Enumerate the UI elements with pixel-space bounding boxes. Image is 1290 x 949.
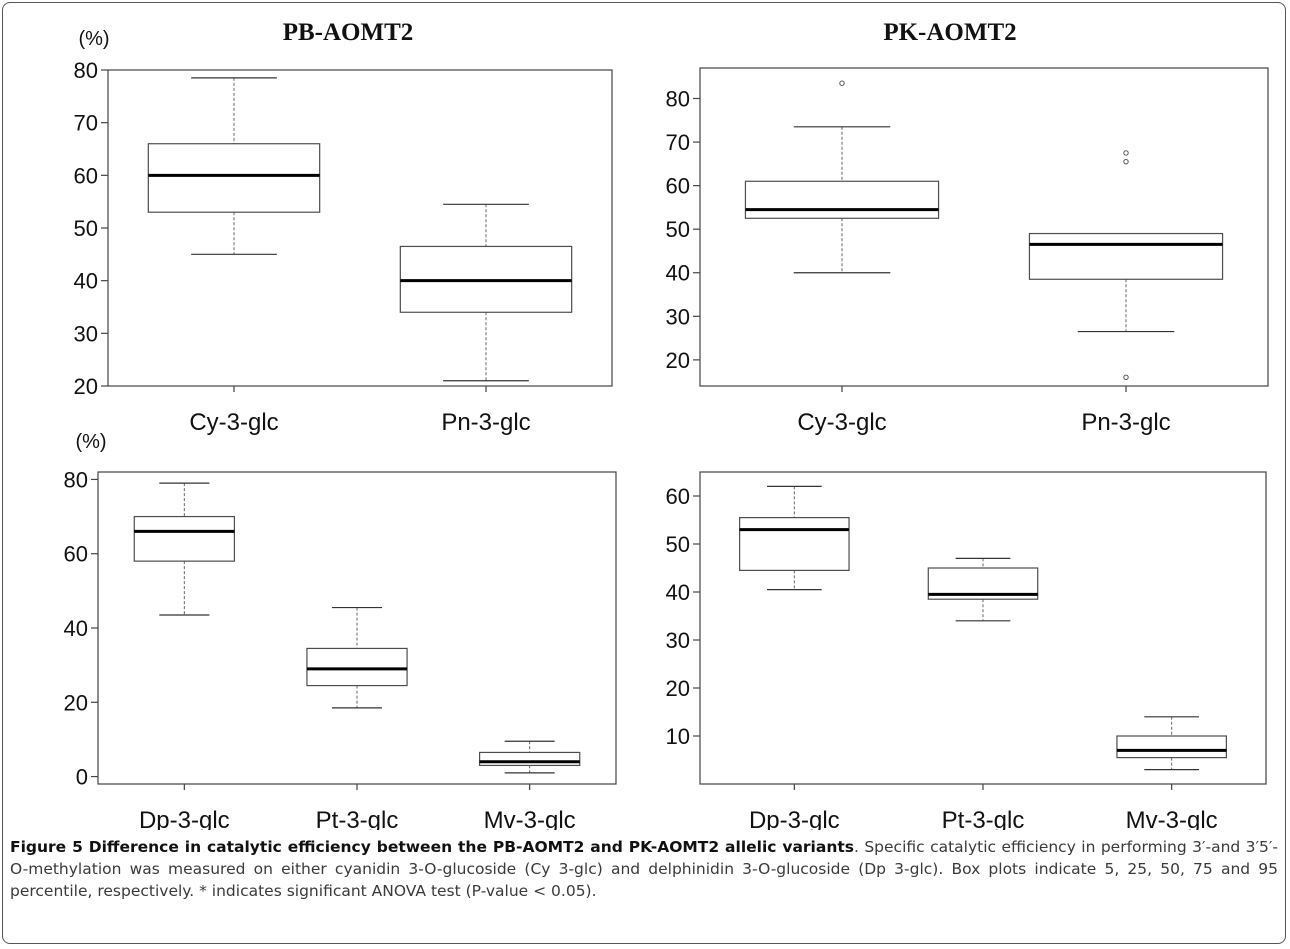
- y-tick-label: 80: [74, 58, 98, 83]
- y-tick-label: 80: [666, 86, 690, 111]
- chart-title: PB-AOMT2: [283, 19, 414, 46]
- category-label: Pn-3-glc: [441, 409, 530, 436]
- y-tick-label: 20: [666, 348, 690, 373]
- iqr-box: [1029, 234, 1222, 280]
- y-tick-label: 60: [64, 542, 88, 567]
- caption-title: Figure 5 Difference in catalytic efficie…: [10, 838, 854, 856]
- figure-caption: Figure 5 Difference in catalytic efficie…: [10, 836, 1278, 902]
- y-tick-label: 50: [666, 532, 690, 557]
- chart-title: PK-AOMT2: [883, 19, 1016, 46]
- category-label: Pt-3-glc: [942, 807, 1025, 830]
- plot-frame: [700, 68, 1268, 386]
- y-tick-label: 40: [74, 269, 98, 294]
- iqr-box: [745, 181, 938, 218]
- outlier-point: [840, 81, 844, 85]
- y-tick-label: 40: [64, 616, 88, 641]
- y-tick-label: 70: [666, 130, 690, 155]
- iqr-box: [740, 518, 849, 571]
- y-tick-label: 50: [74, 216, 98, 241]
- y-unit-label: (%): [75, 431, 106, 453]
- y-tick-label: 20: [64, 690, 88, 715]
- iqr-box: [148, 144, 319, 212]
- plot-frame: [108, 70, 612, 386]
- y-tick-label: 10: [666, 724, 690, 749]
- category-label: Dp-3-glc: [139, 807, 230, 830]
- y-tick-label: 60: [666, 484, 690, 509]
- category-label: Cy-3-glc: [797, 409, 886, 436]
- category-label: Dp-3-glc: [749, 807, 840, 830]
- category-label: Pt-3-glc: [316, 807, 399, 830]
- y-tick-label: 40: [666, 261, 690, 286]
- outlier-point: [1124, 159, 1128, 163]
- iqr-box: [480, 752, 580, 765]
- y-tick-label: 20: [666, 676, 690, 701]
- y-tick-label: 80: [64, 467, 88, 492]
- y-tick-label: 70: [74, 111, 98, 136]
- category-label: Cy-3-glc: [189, 409, 278, 436]
- y-tick-label: 30: [74, 321, 98, 346]
- iqr-box: [1117, 736, 1226, 758]
- y-tick-label: 0: [76, 765, 88, 790]
- outlier-point: [1124, 151, 1128, 155]
- y-tick-label: 50: [666, 217, 690, 242]
- y-tick-label: 60: [666, 174, 690, 199]
- y-unit-label: (%): [78, 28, 109, 50]
- iqr-box: [134, 517, 234, 562]
- y-tick-label: 40: [666, 580, 690, 605]
- category-label: Pn-3-glc: [1081, 409, 1170, 436]
- iqr-box: [307, 648, 407, 685]
- y-tick-label: 30: [666, 628, 690, 653]
- box-plot-panels: PB-AOMT2 (%) 20 30 40 50 60 70 80 Cy-3-glc Pn-3-gl…: [0, 0, 1290, 830]
- category-label: Mv-3-glc: [484, 807, 576, 830]
- y-tick-label: 60: [74, 163, 98, 188]
- outlier-point: [1124, 375, 1128, 379]
- category-label: Mv-3-glc: [1126, 807, 1218, 830]
- y-tick-label: 20: [74, 374, 98, 399]
- y-tick-label: 30: [666, 304, 690, 329]
